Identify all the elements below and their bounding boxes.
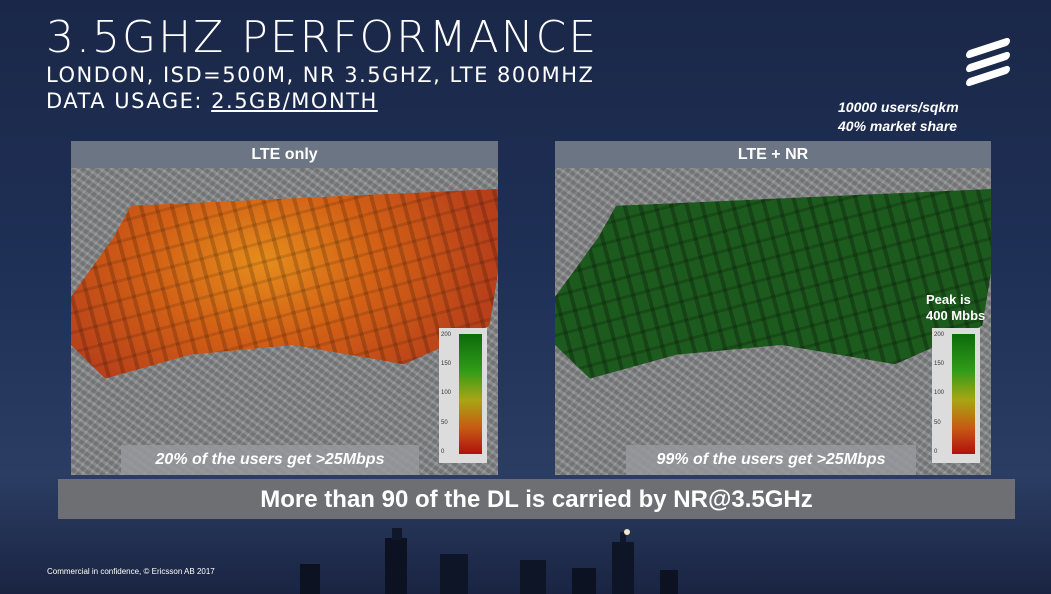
panel-title: LTE + NR — [555, 141, 991, 168]
legend-tick: 0 — [934, 449, 938, 455]
user-density: 10000 users/sqkm — [838, 99, 959, 115]
legend-tick: 200 — [441, 332, 452, 338]
slide-subtitle-scenario: LONDON, ISD=500M, NR 3.5GHZ, LTE 800MHZ — [46, 63, 595, 87]
market-share: 40% market share — [838, 118, 958, 134]
slide-subtitle-usage: DATA USAGE: 2.5GB/MONTH — [46, 90, 378, 113]
legend-tick: 150 — [441, 361, 452, 367]
panel-caption: 99% of the users get >25Mbps — [626, 445, 916, 475]
confidentiality-footer: Commercial in confidence, © Ericsson AB … — [47, 567, 215, 576]
data-usage-value: 2.5GB/MONTH — [211, 89, 378, 113]
legend-tick: 150 — [934, 361, 945, 367]
legend-color-bar — [952, 334, 975, 454]
ericsson-logo-icon — [964, 32, 1010, 88]
legend-tick: 100 — [441, 390, 452, 396]
data-usage-label: DATA USAGE: — [46, 89, 212, 113]
legend-tick: 50 — [934, 420, 941, 426]
peak-note-line1: Peak is — [926, 292, 971, 307]
panel-lte-nr: LTE + NR 200 150 100 50 0 99% of the use… — [555, 141, 991, 475]
legend-tick: 50 — [441, 420, 448, 426]
peak-note: Peak is 400 Mbbs — [926, 292, 985, 324]
city-skyline-image — [300, 528, 678, 594]
panel-caption: 20% of the users get >25Mbps — [121, 445, 419, 475]
throughput-legend: 200 150 100 50 0 — [439, 328, 487, 463]
legend-color-bar — [459, 334, 482, 454]
legend-tick: 100 — [934, 390, 945, 396]
panel-lte-only: LTE only 200 150 100 50 0 20% of the use… — [71, 141, 498, 475]
legend-tick: 0 — [441, 449, 445, 455]
legend-tick: 200 — [934, 332, 945, 338]
peak-note-line2: 400 Mbbs — [926, 308, 986, 323]
user-stats: 10000 users/sqkm 40% market share — [838, 98, 959, 136]
conclusion-banner: More than 90 of the DL is carried by NR@… — [58, 479, 1015, 519]
panel-title: LTE only — [71, 141, 498, 168]
slide-title: 3.5GHZ PERFORMANCE — [46, 12, 599, 63]
throughput-legend: 200 150 100 50 0 — [932, 328, 980, 463]
